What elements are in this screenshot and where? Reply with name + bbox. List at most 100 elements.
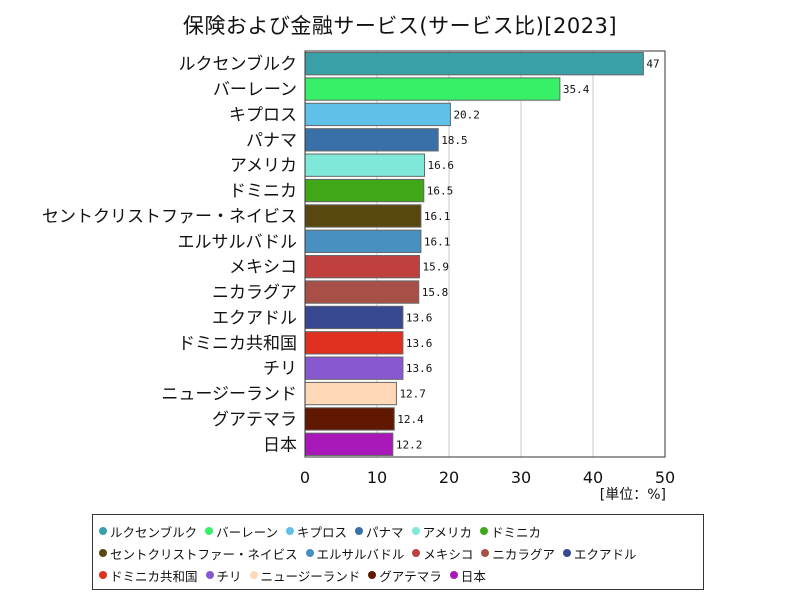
bar [304, 331, 404, 355]
bar [304, 204, 422, 228]
legend-item: エルサルバドル [305, 542, 405, 564]
value-label: 16.1 [424, 210, 451, 223]
plot-frame [304, 50, 666, 458]
legend-label: 日本 [460, 568, 486, 584]
legend-item: ニュージーランド [249, 564, 361, 586]
legend-item: セントクリストファー・ネイビス [99, 542, 298, 564]
legend-item: グアテマラ [368, 564, 442, 586]
legend-marker [481, 549, 490, 557]
legend-marker [411, 527, 420, 535]
legend-label: ニカラグア [492, 546, 555, 562]
category-label: キプロス [229, 105, 297, 125]
legend-item: バーレーン [205, 520, 278, 542]
legend-label: ニュージーランド [260, 568, 361, 584]
legend-label: グアテマラ [379, 568, 442, 584]
legend-label: エクアドル [573, 546, 637, 562]
legend-marker [479, 527, 488, 535]
category-labels: ルクセンブルクバーレーンキプロスパナマアメリカドミニカセントクリストファー・ネイ… [42, 54, 297, 456]
bar [304, 280, 420, 304]
legend-item: 日本 [449, 564, 486, 586]
value-label: 15.8 [422, 286, 449, 299]
legend-marker [305, 549, 314, 557]
category-label: エルサルバドル [177, 232, 297, 252]
chart-title: 保険および金融サービス(サービス比)[2023] [182, 14, 618, 38]
value-label: 47 [646, 58, 659, 71]
unit-label: [単位：%] [599, 487, 666, 503]
legend-item: チリ [205, 564, 242, 586]
legend-item: ルクセンブルク [99, 520, 197, 542]
legend-label: ドミニカ [490, 524, 541, 540]
bar [304, 128, 439, 152]
legend-item: キプロス [286, 520, 347, 542]
x-tick-label: 10 [367, 468, 387, 487]
value-label: 15.9 [422, 261, 449, 274]
value-label: 16.1 [424, 235, 451, 248]
category-label: グアテマラ [212, 410, 297, 430]
value-label: 12.2 [396, 438, 423, 451]
legend-marker [99, 549, 107, 557]
bar [304, 356, 404, 380]
value-label: 13.6 [406, 311, 433, 324]
legend-label: メキシコ [423, 546, 474, 562]
x-axis-ticks: 0 10 20 30 40 50 [300, 468, 675, 487]
value-label: 18.5 [441, 134, 468, 147]
category-label: ドミニカ共和国 [178, 334, 297, 354]
legend: ルクセンブルク バーレーン キプロス パナマ アメリカ ドミニカセントクリストファー・ネイ… [92, 514, 704, 590]
legend-marker [368, 571, 377, 579]
bar [304, 407, 395, 431]
legend-label: チリ [216, 568, 242, 584]
legend-marker [449, 571, 458, 579]
bar [304, 178, 425, 203]
legend-marker [205, 527, 214, 535]
value-label: 13.6 [406, 337, 433, 350]
category-label: エクアドル [212, 308, 297, 328]
category-label: バーレーン [213, 80, 297, 100]
legend-marker [249, 571, 258, 579]
legend-item: パナマ [355, 520, 404, 542]
value-label: 16.5 [427, 185, 454, 198]
bar [304, 305, 404, 330]
value-labels: 47 35.4 20.2 18.5 16.6 16.5 16.1 16.1 15.9 15.8 13… [396, 58, 660, 452]
legend-label: ルクセンブルク [110, 524, 198, 540]
legend-label: アメリカ [422, 524, 472, 540]
value-label: 16.6 [428, 159, 455, 172]
legend-item: ニカラグア [481, 542, 555, 564]
legend-label: キプロス [297, 524, 348, 540]
legend-marker [286, 527, 295, 535]
legend-item: ドミニカ共和国 [99, 564, 198, 586]
legend-marker [562, 549, 571, 557]
legend-label: パナマ [366, 524, 404, 540]
x-tick-label: 40 [583, 468, 603, 487]
x-tick-label: 20 [439, 468, 459, 487]
category-label: ニカラグア [212, 283, 297, 303]
legend-label: セントクリストファー・ネイビス [110, 546, 298, 562]
value-label: 12.7 [399, 388, 426, 401]
legend-label: バーレーン [216, 524, 279, 540]
x-tick-label: 50 [655, 468, 675, 487]
bar [304, 432, 394, 456]
bar [304, 153, 426, 177]
legend-marker [99, 571, 107, 579]
category-label: ドミニカ [229, 182, 297, 202]
x-tick-label: 0 [300, 468, 310, 487]
legend-marker [355, 527, 364, 535]
legend-label: エルサルバドル [316, 546, 405, 562]
bar [304, 77, 561, 101]
category-label: セントクリストファー・ネイビス [42, 207, 297, 227]
legend-label: ドミニカ共和国 [110, 568, 198, 584]
category-label: アメリカ [230, 156, 297, 176]
bar [304, 255, 420, 279]
legend-marker [412, 549, 421, 557]
bar [304, 381, 397, 406]
category-label: ルクセンブルク [179, 54, 298, 75]
value-label: 13.6 [406, 362, 433, 375]
value-label: 12.4 [397, 413, 424, 426]
bar [304, 102, 451, 127]
legend-marker [99, 527, 107, 535]
legend-item: エクアドル [562, 542, 637, 564]
legend-item: メキシコ [412, 542, 473, 564]
category-label: チリ [263, 359, 297, 379]
legend-item: アメリカ [411, 520, 472, 542]
category-label: 日本 [263, 435, 297, 455]
